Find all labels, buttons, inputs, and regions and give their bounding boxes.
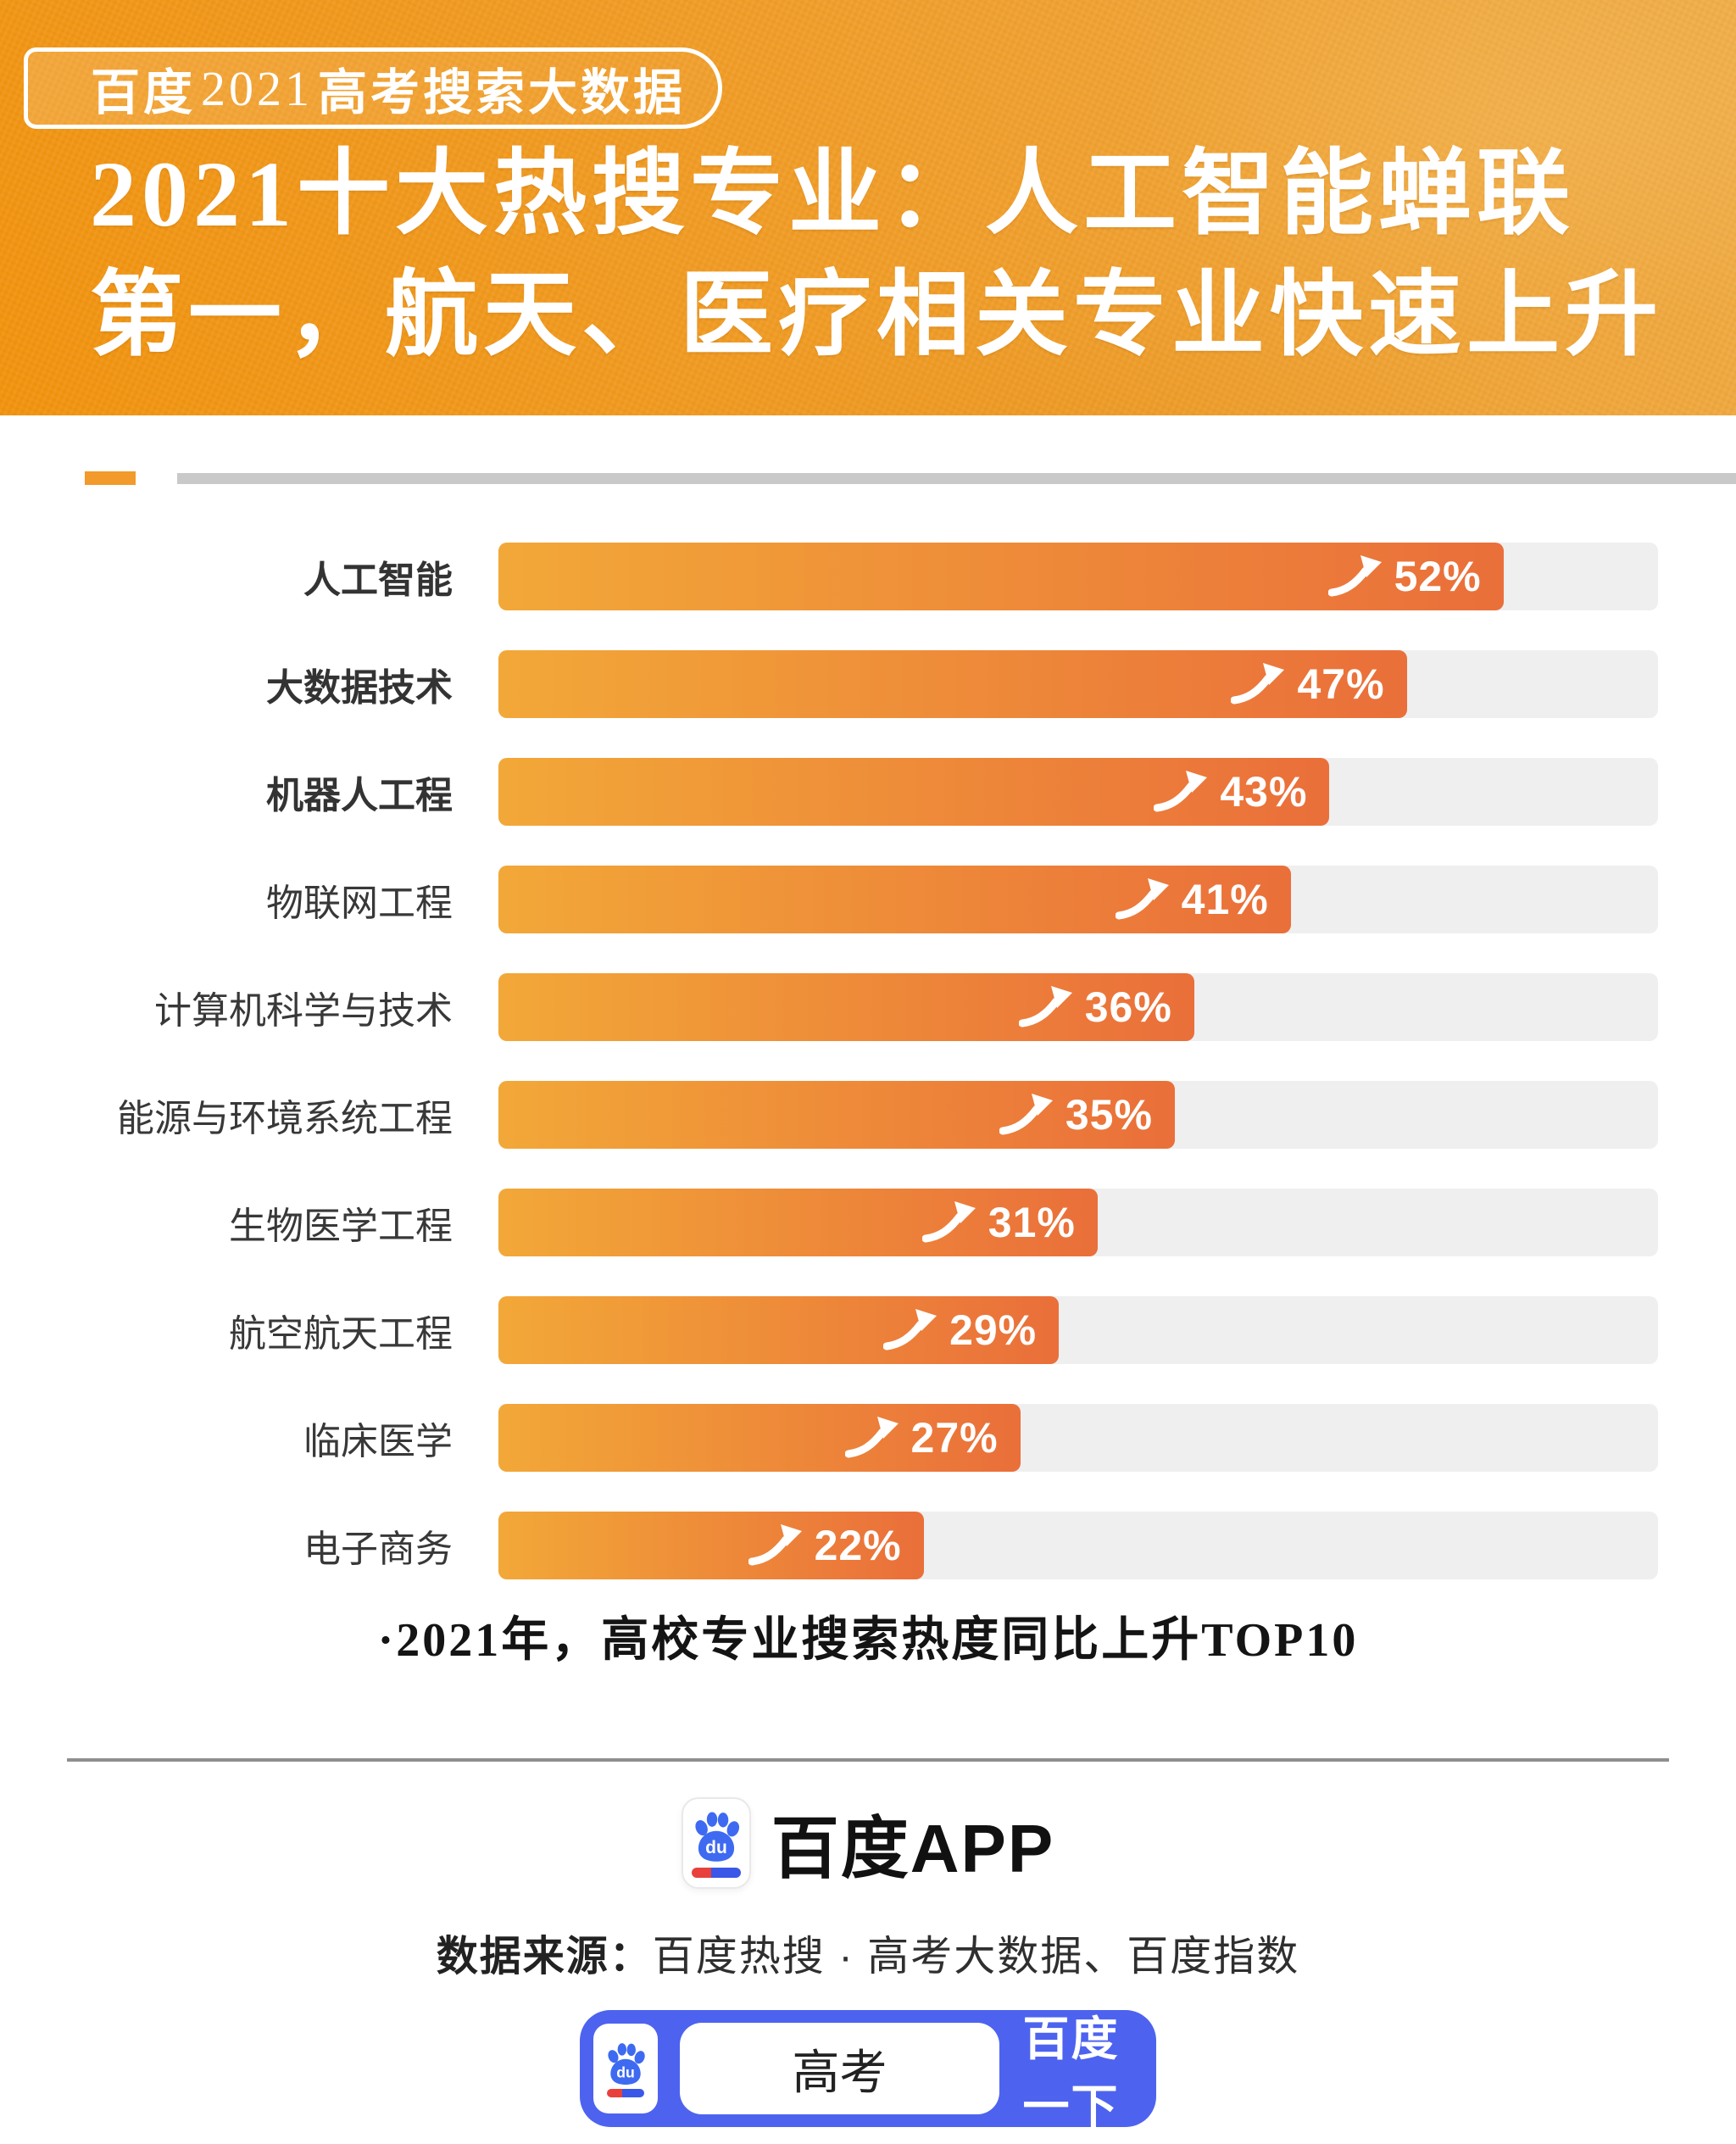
- bar-fill: 31%: [498, 1189, 1098, 1256]
- bar-chart: 人工智能 52% 大数据技术 47% 机器人工程 43% 物联网工程 41% 计算机科学与技术 3…: [0, 543, 1736, 1579]
- bar-value: 22%: [814, 1522, 902, 1569]
- bar-value: 27%: [910, 1414, 999, 1462]
- baidu-app-name: 百度APP: [771, 1811, 1055, 1886]
- bar-label: 物联网工程: [266, 883, 453, 924]
- bar-value: 31%: [988, 1199, 1076, 1246]
- bar-value: 43%: [1220, 768, 1308, 816]
- footer-divider: [67, 1758, 1669, 1762]
- header-banner: 百度 2021 高考搜索大数据 2021十大热搜专业：人工智能蝉联 第一，航天、医疗…: [0, 0, 1736, 415]
- trend-up-arrow-icon: [844, 1417, 899, 1458]
- bar-fill: 52%: [498, 543, 1504, 610]
- bar-label: 航空航天工程: [229, 1313, 453, 1355]
- red-blue-pill-icon: [607, 2089, 644, 2097]
- trend-up-arrow-icon: [1018, 986, 1072, 1027]
- bar-fill: 41%: [498, 866, 1291, 933]
- chart-row: 物联网工程 41%: [0, 866, 1736, 933]
- trend-up-arrow-icon: [1231, 663, 1285, 704]
- bar-track: 36%: [498, 973, 1658, 1041]
- trend-up-arrow-icon: [1115, 878, 1169, 920]
- bar-value: 47%: [1297, 660, 1385, 708]
- bar-track: 43%: [498, 758, 1658, 826]
- bar-value: 35%: [1065, 1091, 1153, 1139]
- trend-up-arrow-icon: [999, 1094, 1053, 1135]
- trend-up-arrow-icon: [921, 1201, 976, 1243]
- trend-up-arrow-icon: [883, 1309, 938, 1350]
- trend-up-arrow-icon: [748, 1524, 802, 1566]
- bar-value: 52%: [1394, 553, 1482, 600]
- chart-row: 能源与环境系统工程 35%: [0, 1081, 1736, 1149]
- header-badge: 百度 2021 高考搜索大数据: [24, 47, 722, 129]
- bar-track: 52%: [498, 543, 1658, 610]
- search-input[interactable]: [680, 2023, 999, 2114]
- chart-row: 电子商务 22%: [0, 1512, 1736, 1579]
- badge-brand: 百度: [91, 65, 197, 120]
- bar-fill: 35%: [498, 1081, 1175, 1149]
- baidu-search-bar: du 百度一下: [580, 2010, 1156, 2133]
- bar-label: 机器人工程: [266, 775, 453, 816]
- bar-label: 电子商务: [303, 1529, 453, 1570]
- gray-rule: [177, 472, 1736, 484]
- page-title-line2: 第一，航天、医疗相关专业快速上升: [90, 264, 1663, 367]
- baidu-search-logo: du: [593, 2024, 658, 2113]
- data-source-label: 数据来源：: [436, 1934, 653, 1980]
- chart-row: 计算机科学与技术 36%: [0, 973, 1736, 1041]
- bar-fill: 22%: [498, 1512, 924, 1579]
- bar-value: 29%: [949, 1306, 1038, 1354]
- bar-fill: 47%: [498, 650, 1407, 718]
- bar-label: 人工智能: [303, 560, 453, 601]
- du-label: du: [705, 1838, 727, 1857]
- bar-label: 临床医学: [303, 1421, 453, 1462]
- bar-label: 大数据技术: [266, 667, 453, 709]
- bar-label: 能源与环境系统工程: [117, 1098, 453, 1139]
- baidu-paw-icon: du: [608, 2043, 645, 2085]
- baidu-app-icon: du: [681, 1797, 751, 1889]
- chart-row: 大数据技术 47%: [0, 650, 1736, 718]
- bar-fill: 29%: [498, 1296, 1060, 1364]
- accent-square: [85, 471, 136, 485]
- bar-label: 生物医学工程: [229, 1206, 453, 1247]
- bar-value: 36%: [1084, 983, 1172, 1031]
- chart-caption: ·2021年，高校专业搜索热度同比上升TOP10: [377, 1614, 1359, 1667]
- bar-track: 31%: [498, 1189, 1658, 1256]
- bar-fill: 43%: [498, 758, 1330, 826]
- trend-up-arrow-icon: [1154, 771, 1208, 812]
- page-title: 2021十大热搜专业：人工智能蝉联 第一，航天、医疗相关专业快速上升: [90, 134, 1663, 376]
- bar-fill: 27%: [498, 1404, 1021, 1472]
- section-divider: [0, 471, 1736, 485]
- chart-row: 机器人工程 43%: [0, 758, 1736, 826]
- bar-value: 41%: [1181, 876, 1269, 923]
- bar-track: 27%: [498, 1404, 1658, 1472]
- bar-track: 22%: [498, 1512, 1658, 1579]
- du-label: du: [616, 2064, 635, 2081]
- baidu-search-button[interactable]: 百度一下: [999, 2000, 1143, 2137]
- chart-row: 航空航天工程 29%: [0, 1296, 1736, 1364]
- chart-row: 人工智能 52%: [0, 543, 1736, 610]
- baidu-app-logo: du 百度APP: [0, 1794, 1736, 1892]
- trend-up-arrow-icon: [1327, 555, 1382, 597]
- data-source-line: 数据来源：百度热搜 · 高考大数据、百度指数: [0, 1923, 1736, 1983]
- badge-text: 高考搜索大数据: [318, 65, 687, 120]
- bar-track: 29%: [498, 1296, 1658, 1364]
- bar-track: 41%: [498, 866, 1658, 933]
- baidu-paw-icon: du: [695, 1812, 739, 1862]
- badge-year: 2021: [201, 60, 314, 116]
- bar-fill: 36%: [498, 973, 1194, 1041]
- bar-track: 47%: [498, 650, 1658, 718]
- bar-track: 35%: [498, 1081, 1658, 1149]
- red-blue-pill-icon: [691, 1868, 741, 1878]
- data-source-text: 百度热搜 · 高考大数据、百度指数: [652, 1934, 1300, 1980]
- page-title-line1: 2021十大热搜专业：人工智能蝉联: [90, 142, 1575, 246]
- chart-row: 临床医学 27%: [0, 1404, 1736, 1472]
- chart-row: 生物医学工程 31%: [0, 1189, 1736, 1256]
- bar-label: 计算机科学与技术: [154, 990, 453, 1032]
